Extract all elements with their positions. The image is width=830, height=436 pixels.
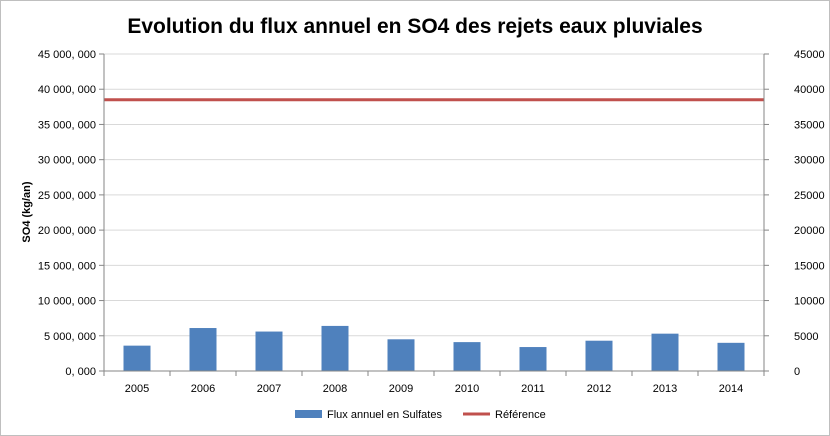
y-tick-label: 45 000, 000	[38, 49, 96, 61]
y-tick-label: 15 000, 000	[38, 260, 96, 272]
bar-2006	[189, 328, 217, 371]
x-tick-label: 2009	[389, 383, 413, 395]
x-tick-label: 2013	[653, 383, 677, 395]
bar-2013	[651, 333, 679, 371]
x-tick-label: 2006	[191, 383, 215, 395]
y2-tick-label: 40000	[794, 84, 825, 96]
bars-layer	[123, 325, 745, 371]
legend-swatch-bar	[295, 410, 322, 418]
x-tick-label: 2014	[719, 383, 743, 395]
y2-tick-label: 30000	[794, 155, 825, 167]
x-tick-label: 2010	[455, 383, 479, 395]
y2-tick-label: 15000	[794, 260, 825, 272]
y2-tick-label: 45000	[794, 49, 825, 61]
bar-2008	[321, 325, 349, 371]
x-tick-label: 2011	[521, 383, 545, 395]
y2-tick-label: 35000	[794, 119, 825, 131]
x-tick-label: 2008	[323, 383, 347, 395]
y2-tick-label: 0	[794, 366, 800, 378]
bar-2007	[255, 331, 283, 371]
y-tick-label: 20 000, 000	[38, 225, 96, 237]
bar-2012	[585, 340, 613, 371]
y-tick-label: 40 000, 000	[38, 84, 96, 96]
bar-2011	[519, 347, 547, 371]
y-tick-label: 30 000, 000	[38, 155, 96, 167]
x-tick-label: 2007	[257, 383, 281, 395]
legend: Flux annuel en Sulfates Référence	[295, 409, 546, 421]
legend-label-bar: Flux annuel en Sulfates	[327, 409, 442, 421]
bar-2009	[387, 339, 415, 371]
bar-2010	[453, 342, 481, 371]
y-axis-label: SO4 (kg/an)	[21, 181, 33, 242]
y-tick-label: 25 000, 000	[38, 190, 96, 202]
bar-2014	[717, 342, 745, 371]
bar-2005	[123, 345, 151, 371]
y2-tick-label: 10000	[794, 296, 825, 308]
y2-tick-label: 20000	[794, 225, 825, 237]
grid-layer	[104, 53, 764, 337]
y-tick-label: 35 000, 000	[38, 119, 96, 131]
x-tick-label: 2012	[587, 383, 611, 395]
y2-tick-label: 5000	[794, 331, 818, 343]
y-tick-label: 10 000, 000	[38, 296, 96, 308]
legend-label-line: Référence	[495, 409, 546, 421]
chart-title: Evolution du flux annuel en SO4 des reje…	[127, 15, 702, 38]
axes-layer: 0, 000 0 5 000, 000 5000 10 000, 000 10000 15 …	[38, 49, 825, 395]
y2-tick-label: 25000	[794, 190, 825, 202]
y-tick-label: 0, 000	[65, 366, 96, 378]
x-tick-label: 2005	[125, 383, 149, 395]
y-tick-label: 5 000, 000	[44, 331, 96, 343]
